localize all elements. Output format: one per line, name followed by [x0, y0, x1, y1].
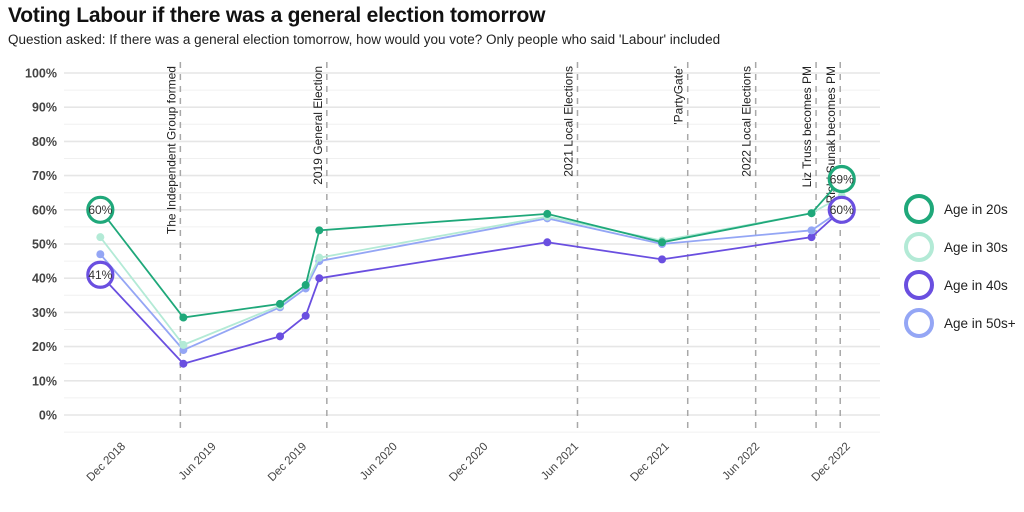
legend-label: Age in 40s: [944, 277, 1008, 293]
legend-label: Age in 50s+: [944, 315, 1016, 331]
series-lines: [96, 175, 846, 368]
x-tick-label: Dec 2022: [810, 441, 853, 484]
y-axis: 0% 10% 20% 30% 40% 50% 60% 70% 80% 90% 100%: [25, 67, 57, 423]
data-point: [301, 281, 310, 290]
data-point: [807, 209, 816, 218]
x-tick-label: Jun 2019: [177, 441, 219, 483]
x-tick-label: Dec 2018: [85, 441, 128, 484]
x-tick-label: Jun 2021: [539, 441, 581, 483]
data-point: [315, 226, 324, 235]
y-tick-label: 10%: [32, 374, 57, 388]
y-tick-label: 0%: [39, 409, 57, 423]
annotation-circle: [827, 164, 856, 194]
annotation-label: 60%: [88, 203, 112, 217]
legend-item[interactable]: Age in 50s+: [904, 304, 1016, 342]
legend-item[interactable]: Age in 20s: [904, 190, 1016, 228]
x-tick-label: Jun 2022: [720, 441, 762, 483]
data-point: [96, 250, 105, 259]
y-tick-label: 70%: [32, 169, 57, 183]
event-label: The Independent Group formed: [164, 66, 178, 234]
x-tick-label: Dec 2020: [447, 441, 490, 484]
data-point: [658, 255, 667, 264]
event-label: 'PartyGate': [672, 66, 686, 125]
data-point: [807, 233, 816, 242]
series-age-in-30s: [96, 192, 846, 349]
data-point: [543, 238, 552, 247]
data-point: [96, 233, 105, 242]
legend-swatch-age-30s: [904, 232, 934, 262]
point-annotations: 60% 41% 69% 60%: [86, 164, 856, 289]
x-tick-label: Dec 2021: [628, 441, 671, 484]
data-point: [179, 340, 188, 349]
y-tick-label: 30%: [32, 306, 57, 320]
y-tick-label: 50%: [32, 238, 57, 252]
x-tick-label: Jun 2020: [358, 441, 400, 483]
data-point: [658, 238, 667, 247]
y-tick-label: 20%: [32, 340, 57, 354]
x-axis: Dec 2018 Jun 2019 Dec 2019 Jun 2020 Dec 2020…: [85, 441, 853, 484]
legend-swatch-age-40s: [904, 270, 934, 300]
data-point: [276, 332, 285, 341]
data-point: [807, 226, 816, 235]
x-tick-label: Dec 2019: [266, 441, 309, 484]
chart-title: Voting Labour if there was a general ele…: [8, 4, 546, 27]
data-point: [315, 253, 324, 262]
data-point: [301, 311, 310, 320]
data-point: [276, 299, 285, 308]
y-tick-label: 40%: [32, 272, 57, 286]
legend-label: Age in 30s: [944, 239, 1008, 255]
annotation-circle: [86, 260, 115, 289]
event-label: 2022 Local Elections: [740, 66, 754, 177]
legend-item[interactable]: Age in 40s: [904, 266, 1016, 304]
annotation-label: 60%: [830, 203, 854, 217]
series-line: [99, 195, 843, 346]
annotation-circle: [86, 195, 115, 224]
series-line: [99, 178, 843, 319]
y-tick-label: 60%: [32, 203, 57, 217]
y-tick-label: 100%: [25, 67, 57, 81]
legend-swatch-age-50s: [904, 308, 934, 338]
y-tick-label: 80%: [32, 135, 57, 149]
event-label: 2021 Local Elections: [561, 66, 575, 177]
data-point: [179, 313, 188, 322]
data-point: [315, 274, 324, 283]
legend: Age in 20s Age in 30s Age in 40s Age in …: [904, 190, 1016, 342]
chart-subtitle: Question asked: If there was a general e…: [8, 32, 721, 47]
annotation-label: 69%: [830, 172, 854, 186]
event-markers: The Independent Group formed 2019 General…: [164, 62, 841, 434]
legend-label: Age in 20s: [944, 201, 1008, 217]
data-point: [179, 359, 188, 368]
annotation-circle: [827, 195, 856, 224]
annotation-label: 41%: [88, 268, 112, 282]
gridlines: [64, 72, 880, 433]
y-tick-label: 90%: [32, 101, 57, 115]
legend-item[interactable]: Age in 30s: [904, 228, 1016, 266]
legend-swatch-age-20s: [904, 194, 934, 224]
event-label: Liz Truss becomes PM: [800, 66, 814, 187]
event-label: 2019 General Election: [311, 66, 325, 185]
data-point: [543, 209, 552, 218]
